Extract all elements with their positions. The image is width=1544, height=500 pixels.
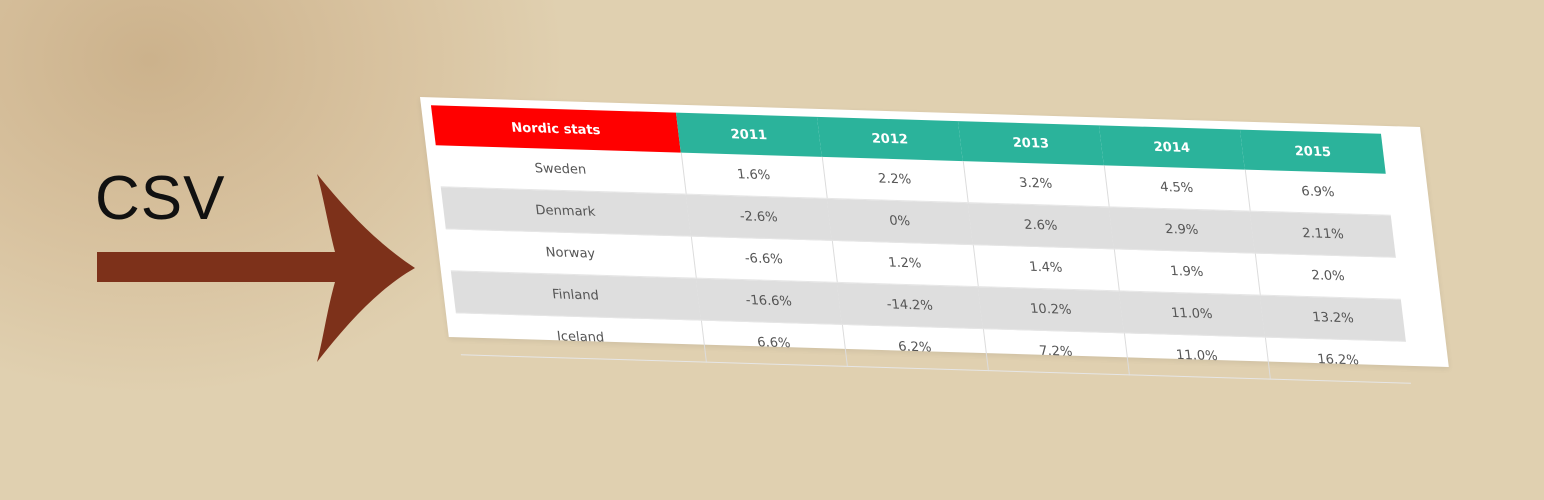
csv-label: CSV <box>95 164 226 233</box>
value-cell: -6.6% <box>690 236 837 283</box>
year-header: 2014 <box>1098 125 1245 170</box>
value-cell: 13.2% <box>1259 295 1406 342</box>
arrow-shape <box>97 174 415 362</box>
value-cell: 1.4% <box>972 244 1119 291</box>
nordic-stats-table: Nordic stats 2011 2012 2013 2014 2015 Sw… <box>430 105 1411 384</box>
value-cell: -2.6% <box>685 194 832 241</box>
value-cell: 11.0% <box>1123 332 1270 380</box>
value-cell: 2.11% <box>1249 211 1396 258</box>
year-header: 2011 <box>675 112 822 157</box>
table-card: Nordic stats 2011 2012 2013 2014 2015 Sw… <box>420 97 1449 384</box>
value-cell: 2.9% <box>1108 206 1255 254</box>
value-cell: 16.2% <box>1264 337 1411 384</box>
value-cell: 2.6% <box>967 202 1114 249</box>
value-cell: 10.2% <box>977 286 1124 333</box>
value-cell: 3.2% <box>962 161 1109 207</box>
year-header: 2015 <box>1239 129 1386 174</box>
value-cell: 2.0% <box>1254 253 1401 300</box>
value-cell: 6.6% <box>700 320 847 367</box>
year-header: 2012 <box>816 116 963 162</box>
country-cell: Finland <box>450 270 701 321</box>
value-cell: 1.9% <box>1113 248 1260 296</box>
value-cell: 0% <box>826 198 973 245</box>
year-header: 2013 <box>957 121 1104 166</box>
country-cell: Norway <box>445 228 696 279</box>
right-arrow-icon <box>97 174 415 362</box>
value-cell: -16.6% <box>695 278 842 325</box>
value-cell: 11.0% <box>1118 290 1265 338</box>
country-cell: Denmark <box>440 186 691 237</box>
value-cell: 1.2% <box>831 240 978 287</box>
value-cell: 4.5% <box>1103 165 1250 212</box>
value-cell: 6.9% <box>1244 169 1391 216</box>
value-cell: 7.2% <box>982 328 1129 375</box>
country-cell: Iceland <box>455 312 706 363</box>
value-cell: 6.2% <box>841 324 988 371</box>
value-cell: 1.6% <box>680 152 827 199</box>
value-cell: 2.2% <box>821 156 968 203</box>
value-cell: -14.2% <box>836 282 983 329</box>
